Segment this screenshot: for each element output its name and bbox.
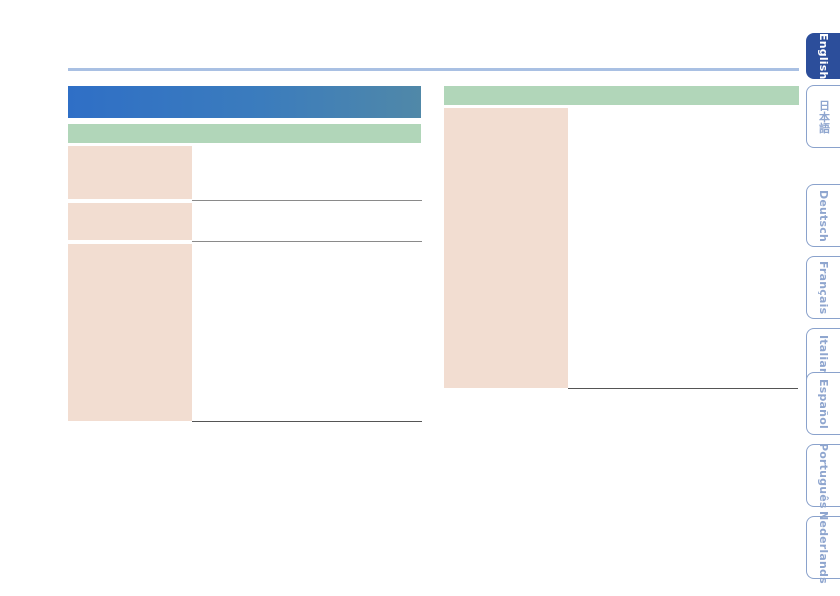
tab-portugues-label: Português [817, 442, 830, 509]
tab-english[interactable]: English [806, 33, 840, 79]
left-subheader-bar [68, 124, 421, 143]
tab-italiano-label: Italiano [817, 335, 830, 384]
left-row-divider-1 [192, 200, 422, 201]
right-label-cell [444, 108, 568, 388]
tab-portugues[interactable]: Português [806, 442, 840, 509]
tab-japanese-label: 日本語 [817, 99, 831, 134]
right-table-bottom-rule [568, 388, 798, 389]
left-label-cell-2 [68, 203, 192, 240]
left-table-bottom-rule [192, 421, 422, 422]
tab-english-label: English [817, 32, 830, 80]
tab-francais[interactable]: Français [806, 256, 840, 319]
section-header-bar [68, 86, 421, 118]
tab-deutsch[interactable]: Deutsch [806, 184, 840, 247]
tab-francais-label: Français [817, 260, 830, 315]
tab-espanol[interactable]: Español [806, 372, 840, 435]
left-label-cell-1 [68, 146, 192, 199]
tab-espanol-label: Español [817, 378, 830, 429]
left-row-divider-2 [192, 241, 422, 242]
tab-deutsch-label: Deutsch [817, 189, 830, 242]
top-rule [68, 68, 799, 71]
left-label-cell-3 [68, 244, 192, 421]
tab-nederlands-label: Nederlands [817, 511, 830, 584]
tab-nederlands[interactable]: Nederlands [806, 511, 840, 584]
tab-japanese[interactable]: 日本語 [806, 85, 840, 148]
right-subheader-bar [444, 86, 799, 105]
